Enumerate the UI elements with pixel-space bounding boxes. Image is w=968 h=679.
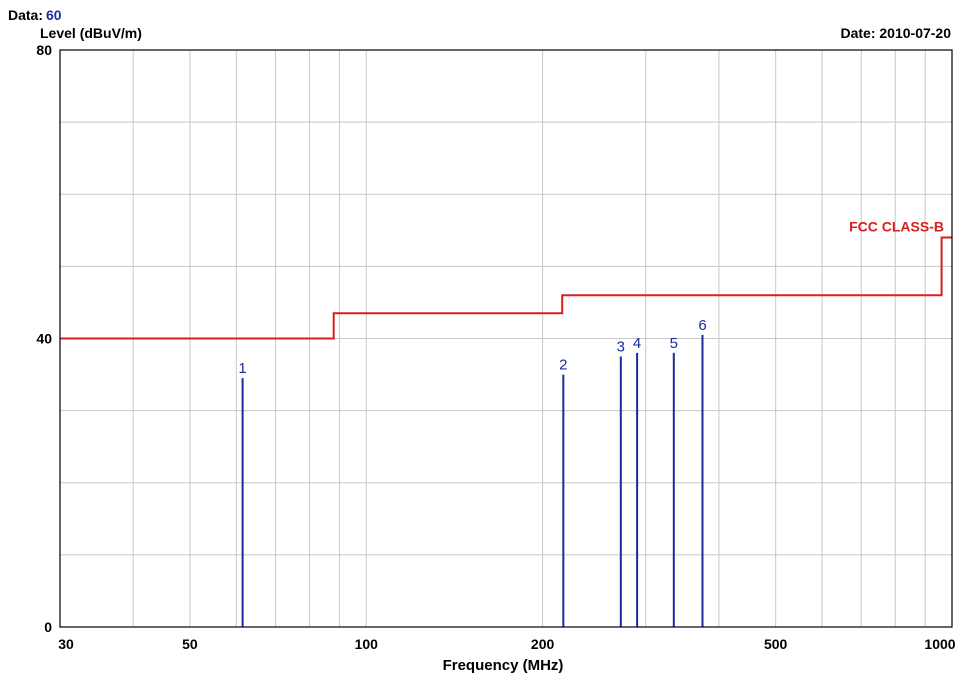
marker-label-6: 6	[698, 317, 706, 334]
plot-frame	[59, 49, 953, 628]
tick-labels: 30 50 100 200 500 1000 0 40 80	[36, 42, 955, 652]
x-tick-label: 30	[58, 636, 74, 652]
limit-line-fcc-class-b	[60, 236, 952, 340]
x-tick-label: 1000	[924, 636, 955, 652]
data-label: Data:	[8, 7, 43, 23]
date-text: Date: 2010-07-20	[840, 25, 951, 41]
limit-line-layer	[60, 236, 952, 340]
y-tick-label: 80	[36, 42, 52, 58]
marker-label-2: 2	[559, 357, 567, 374]
x-tick-label: 50	[182, 636, 198, 652]
marker-label-5: 5	[670, 335, 678, 352]
marker-label-1: 1	[238, 360, 246, 377]
x-tick-label: 100	[355, 636, 379, 652]
grid	[60, 50, 952, 627]
x-tick-label: 500	[764, 636, 788, 652]
x-tick-label: 200	[531, 636, 555, 652]
data-value: 60	[46, 7, 62, 23]
y-axis-label: Level (dBuV/m)	[40, 25, 142, 41]
marker-label-3: 3	[617, 339, 625, 356]
y-tick-label: 0	[44, 619, 52, 635]
marker-label-4: 4	[633, 335, 641, 352]
x-axis-label: Frequency (MHz)	[443, 657, 564, 674]
y-tick-label: 40	[36, 331, 52, 347]
marker-layer: 1 2 3 4 5 6	[238, 317, 707, 627]
limit-label: FCC CLASS-B	[849, 219, 944, 235]
